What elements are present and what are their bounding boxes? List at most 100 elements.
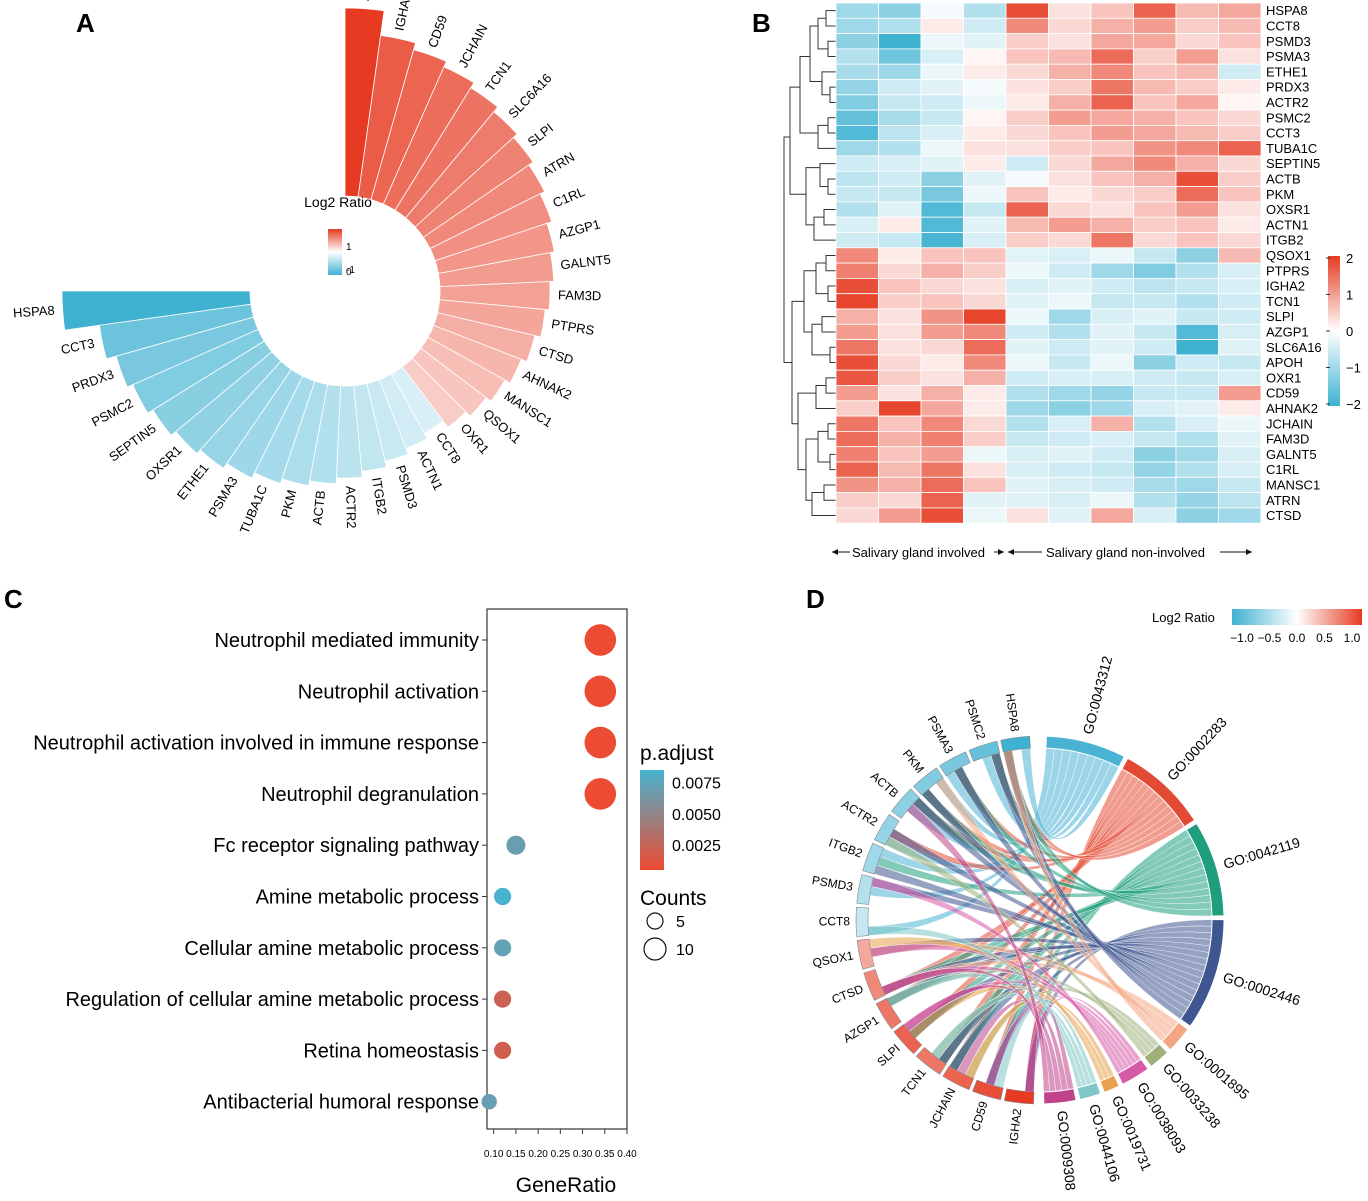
c-term-label: Neutrophil activation xyxy=(298,681,479,703)
heatmap-cell xyxy=(1175,17,1219,34)
heatmap-cell xyxy=(1090,17,1134,34)
heatmap-cell xyxy=(1133,63,1177,80)
heatmap-cell xyxy=(1218,201,1262,218)
heatmap-cell xyxy=(963,400,1007,417)
heatmap-cell xyxy=(1048,247,1092,264)
heatmap-cell xyxy=(835,2,879,19)
heatmap-cell xyxy=(878,323,922,340)
heatmap-row-label: OXSR1 xyxy=(1266,202,1310,217)
heatmap-cell xyxy=(1048,461,1092,478)
heatmap-cell xyxy=(920,109,964,126)
heatmap-cell xyxy=(963,492,1007,509)
heatmap-cell xyxy=(1133,17,1177,34)
dendro-branch xyxy=(829,453,836,471)
heatmap-cell xyxy=(878,369,922,386)
c-term-label: Antibacterial humoral response xyxy=(203,1092,479,1114)
heatmap-cell xyxy=(1133,79,1177,96)
heatmap-cell xyxy=(1048,385,1092,402)
radial-gene-label: AZGP1 xyxy=(557,216,602,241)
b-legend-tick-label: −2 xyxy=(1346,397,1361,412)
heatmap-cell xyxy=(1090,339,1134,356)
heatmap-cell xyxy=(1175,140,1219,157)
heatmap-cell xyxy=(1048,140,1092,157)
radial-bar-atrn xyxy=(422,164,546,250)
radial-gene-label: PTPRS xyxy=(550,316,596,338)
heatmap-row-label: AZGP1 xyxy=(1266,324,1309,339)
heatmap-cell xyxy=(878,277,922,295)
heatmap-cell xyxy=(1005,232,1049,249)
heatmap-cell xyxy=(1048,492,1092,509)
dendro-branch xyxy=(815,262,828,295)
heatmap-cell xyxy=(1218,94,1262,111)
heatmap-cell xyxy=(1218,232,1262,249)
chord-gene-label: ACTR2 xyxy=(839,797,880,829)
heatmap-cell xyxy=(835,476,879,493)
panel-b-heatmap: HSPA8CCT8PSMD3PSMA3ETHE1PRDX3ACTR2PSMC2C… xyxy=(783,2,1361,560)
radial-bar-tcn1 xyxy=(394,87,499,219)
heatmap-cell xyxy=(920,79,964,96)
heatmap-cell xyxy=(878,461,922,478)
heatmap-cell xyxy=(920,323,964,340)
heatmap-cell xyxy=(1090,277,1134,295)
heatmap-cell xyxy=(1133,354,1177,371)
heatmap-row-label: SLC6A16 xyxy=(1266,340,1322,355)
heatmap-cell xyxy=(835,48,879,65)
heatmap-cell xyxy=(920,63,964,80)
chord-gene-label: CD59 xyxy=(968,1099,990,1133)
heatmap-cell xyxy=(1133,140,1177,157)
heatmap-cell xyxy=(1005,277,1049,295)
heatmap-row-label: TUBA1C xyxy=(1266,141,1317,156)
heatmap-cell xyxy=(878,339,922,356)
heatmap-cell xyxy=(835,170,879,188)
heatmap-cell xyxy=(1175,277,1219,295)
chord-gene-sector xyxy=(856,938,875,970)
c-padj-ticks: 0.0075 0.0050 0.0025 xyxy=(664,776,721,855)
c-x-tick-label: 0.10 xyxy=(484,1149,504,1160)
heatmap-cell xyxy=(878,2,922,19)
heatmap-cell xyxy=(1175,232,1219,249)
heatmap-row-label: CCT8 xyxy=(1266,18,1300,33)
heatmap-cell xyxy=(1090,216,1134,233)
chord-gene-label: PSMC2 xyxy=(962,698,988,742)
heatmap-cell xyxy=(878,48,922,65)
heatmap-cell xyxy=(1005,109,1049,126)
heatmap-cell xyxy=(878,17,922,34)
radial-gene-label: SEPTIN5 xyxy=(106,421,159,465)
heatmap-cell xyxy=(963,186,1007,203)
b-legend-tick-label: 1 xyxy=(1346,288,1353,303)
heatmap-cell xyxy=(920,461,964,478)
heatmap-cell xyxy=(1175,2,1219,19)
heatmap-row-label: APOH xyxy=(1266,355,1303,370)
heatmap-cell xyxy=(1175,369,1219,386)
radial-bar-ahnak2 xyxy=(427,324,522,384)
heatmap-cell xyxy=(1218,277,1262,295)
heatmap-cell xyxy=(1005,2,1049,19)
heatmap-cell xyxy=(878,262,922,279)
heatmap-cell xyxy=(1090,186,1134,203)
heatmap-cell xyxy=(920,125,964,142)
heatmap-cell xyxy=(1005,63,1049,80)
heatmap-cell xyxy=(1048,507,1092,524)
heatmap-cell xyxy=(835,308,879,325)
heatmap-cell xyxy=(1005,385,1049,402)
c-term-label: Regulation of cellular amine metabolic p… xyxy=(65,989,479,1011)
chord-gene-label: CCT8 xyxy=(819,914,851,928)
radial-gene-label: SLC6A16 xyxy=(505,71,554,122)
heatmap-cell xyxy=(1090,170,1134,188)
c-dot xyxy=(584,778,617,810)
heatmap-cell xyxy=(963,201,1007,218)
heatmap-cell xyxy=(963,415,1007,432)
heatmap-cell xyxy=(963,247,1007,264)
heatmap-cell xyxy=(1175,125,1219,142)
heatmap-cell xyxy=(963,293,1007,310)
heatmap-cell xyxy=(920,415,964,432)
heatmap-cell xyxy=(835,323,879,340)
heatmap-cell xyxy=(878,415,922,432)
heatmap-cell xyxy=(1005,476,1049,493)
heatmap-cell xyxy=(963,94,1007,111)
heatmap-row-label: PSMD3 xyxy=(1266,34,1311,49)
radial-gene-label: ACTR2 xyxy=(343,486,359,529)
heatmap-cell xyxy=(1218,293,1262,310)
chord-go-sector xyxy=(1076,1081,1102,1101)
group-label-involved: Salivary gland involved xyxy=(852,545,985,560)
